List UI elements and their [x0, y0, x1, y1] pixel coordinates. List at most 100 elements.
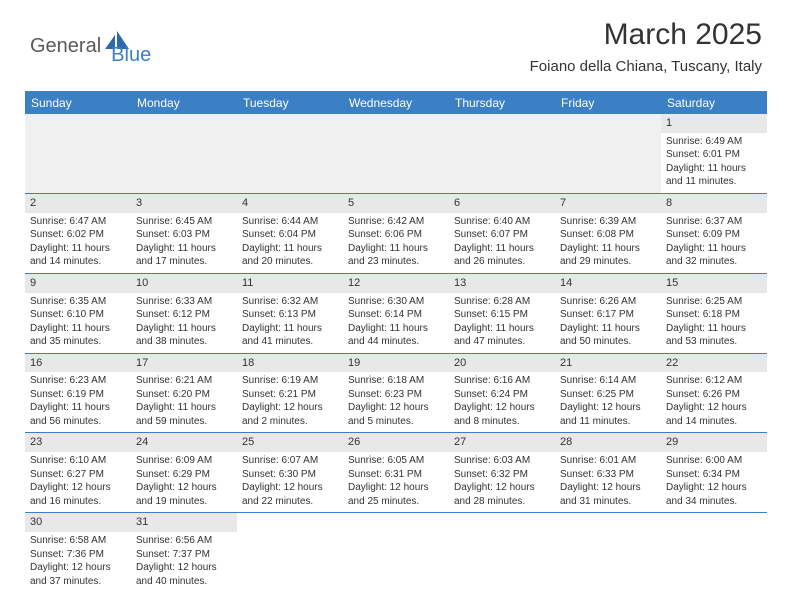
sunset-text: Sunset: 6:10 PM	[30, 308, 126, 322]
day-number: 18	[237, 354, 343, 373]
day-body: Sunrise: 6:14 AMSunset: 6:25 PMDaylight:…	[555, 372, 661, 432]
weekday-header: Saturday	[661, 92, 767, 114]
daylight-text: Daylight: 11 hours and 23 minutes.	[348, 242, 444, 269]
daylight-text: Daylight: 12 hours and 11 minutes.	[560, 401, 656, 428]
daylight-text: Daylight: 12 hours and 16 minutes.	[30, 481, 126, 508]
daylight-text: Daylight: 12 hours and 25 minutes.	[348, 481, 444, 508]
day-body: Sunrise: 6:07 AMSunset: 6:30 PMDaylight:…	[237, 452, 343, 512]
day-cell	[449, 513, 555, 592]
page-header: General Blue March 2025 Foiano della Chi…	[0, 0, 792, 81]
day-cell: 18Sunrise: 6:19 AMSunset: 6:21 PMDayligh…	[237, 354, 343, 433]
day-number: 13	[449, 274, 555, 293]
day-number: 8	[661, 194, 767, 213]
location-text: Foiano della Chiana, Tuscany, Italy	[530, 58, 762, 75]
day-body: Sunrise: 6:47 AMSunset: 6:02 PMDaylight:…	[25, 213, 131, 273]
day-body: Sunrise: 6:23 AMSunset: 6:19 PMDaylight:…	[25, 372, 131, 432]
day-cell	[25, 114, 131, 193]
daylight-text: Daylight: 11 hours and 17 minutes.	[136, 242, 232, 269]
day-cell	[555, 513, 661, 592]
day-body: Sunrise: 6:16 AMSunset: 6:24 PMDaylight:…	[449, 372, 555, 432]
day-cell: 5Sunrise: 6:42 AMSunset: 6:06 PMDaylight…	[343, 194, 449, 273]
title-block: March 2025 Foiano della Chiana, Tuscany,…	[530, 18, 762, 75]
day-cell: 19Sunrise: 6:18 AMSunset: 6:23 PMDayligh…	[343, 354, 449, 433]
day-cell: 20Sunrise: 6:16 AMSunset: 6:24 PMDayligh…	[449, 354, 555, 433]
sunset-text: Sunset: 6:17 PM	[560, 308, 656, 322]
day-cell	[237, 114, 343, 193]
daylight-text: Daylight: 12 hours and 31 minutes.	[560, 481, 656, 508]
day-number: 3	[131, 194, 237, 213]
logo: General Blue	[30, 18, 151, 67]
sunset-text: Sunset: 6:03 PM	[136, 228, 232, 242]
daylight-text: Daylight: 12 hours and 14 minutes.	[666, 401, 762, 428]
day-body: Sunrise: 6:32 AMSunset: 6:13 PMDaylight:…	[237, 293, 343, 353]
day-number: 6	[449, 194, 555, 213]
day-cell: 2Sunrise: 6:47 AMSunset: 6:02 PMDaylight…	[25, 194, 131, 273]
daylight-text: Daylight: 11 hours and 59 minutes.	[136, 401, 232, 428]
day-cell	[555, 114, 661, 193]
day-number: 22	[661, 354, 767, 373]
day-number: 16	[25, 354, 131, 373]
weekday-header: Tuesday	[237, 92, 343, 114]
day-cell: 25Sunrise: 6:07 AMSunset: 6:30 PMDayligh…	[237, 433, 343, 512]
sunset-text: Sunset: 6:24 PM	[454, 388, 550, 402]
sunrise-text: Sunrise: 6:35 AM	[30, 295, 126, 309]
day-body: Sunrise: 6:18 AMSunset: 6:23 PMDaylight:…	[343, 372, 449, 432]
day-cell: 4Sunrise: 6:44 AMSunset: 6:04 PMDaylight…	[237, 194, 343, 273]
month-title: March 2025	[530, 18, 762, 52]
day-cell	[661, 513, 767, 592]
sunset-text: Sunset: 6:23 PM	[348, 388, 444, 402]
daylight-text: Daylight: 11 hours and 14 minutes.	[30, 242, 126, 269]
daylight-text: Daylight: 12 hours and 5 minutes.	[348, 401, 444, 428]
sunrise-text: Sunrise: 6:18 AM	[348, 374, 444, 388]
day-number: 9	[25, 274, 131, 293]
sunrise-text: Sunrise: 6:21 AM	[136, 374, 232, 388]
weekday-header: Monday	[131, 92, 237, 114]
day-number: 28	[555, 433, 661, 452]
daylight-text: Daylight: 11 hours and 35 minutes.	[30, 322, 126, 349]
sunset-text: Sunset: 6:30 PM	[242, 468, 338, 482]
day-cell: 12Sunrise: 6:30 AMSunset: 6:14 PMDayligh…	[343, 274, 449, 353]
day-cell: 23Sunrise: 6:10 AMSunset: 6:27 PMDayligh…	[25, 433, 131, 512]
sunrise-text: Sunrise: 6:37 AM	[666, 215, 762, 229]
sunset-text: Sunset: 6:02 PM	[30, 228, 126, 242]
sunrise-text: Sunrise: 6:32 AM	[242, 295, 338, 309]
sunset-text: Sunset: 6:19 PM	[30, 388, 126, 402]
day-number: 2	[25, 194, 131, 213]
day-cell: 21Sunrise: 6:14 AMSunset: 6:25 PMDayligh…	[555, 354, 661, 433]
day-cell: 26Sunrise: 6:05 AMSunset: 6:31 PMDayligh…	[343, 433, 449, 512]
day-cell: 17Sunrise: 6:21 AMSunset: 6:20 PMDayligh…	[131, 354, 237, 433]
logo-text-blue: Blue	[111, 44, 151, 67]
day-body: Sunrise: 6:49 AMSunset: 6:01 PMDaylight:…	[661, 133, 767, 193]
daylight-text: Daylight: 12 hours and 40 minutes.	[136, 561, 232, 588]
day-body: Sunrise: 6:40 AMSunset: 6:07 PMDaylight:…	[449, 213, 555, 273]
week-row: 23Sunrise: 6:10 AMSunset: 6:27 PMDayligh…	[25, 433, 767, 513]
sunrise-text: Sunrise: 6:00 AM	[666, 454, 762, 468]
day-number: 21	[555, 354, 661, 373]
daylight-text: Daylight: 12 hours and 8 minutes.	[454, 401, 550, 428]
day-body: Sunrise: 6:19 AMSunset: 6:21 PMDaylight:…	[237, 372, 343, 432]
weekday-header: Wednesday	[343, 92, 449, 114]
day-body: Sunrise: 6:44 AMSunset: 6:04 PMDaylight:…	[237, 213, 343, 273]
sunrise-text: Sunrise: 6:10 AM	[30, 454, 126, 468]
sunset-text: Sunset: 6:27 PM	[30, 468, 126, 482]
day-cell: 27Sunrise: 6:03 AMSunset: 6:32 PMDayligh…	[449, 433, 555, 512]
day-cell	[131, 114, 237, 193]
day-cell: 13Sunrise: 6:28 AMSunset: 6:15 PMDayligh…	[449, 274, 555, 353]
day-cell: 8Sunrise: 6:37 AMSunset: 6:09 PMDaylight…	[661, 194, 767, 273]
day-body: Sunrise: 6:28 AMSunset: 6:15 PMDaylight:…	[449, 293, 555, 353]
day-cell: 15Sunrise: 6:25 AMSunset: 6:18 PMDayligh…	[661, 274, 767, 353]
sunrise-text: Sunrise: 6:03 AM	[454, 454, 550, 468]
day-cell: 6Sunrise: 6:40 AMSunset: 6:07 PMDaylight…	[449, 194, 555, 273]
day-cell: 16Sunrise: 6:23 AMSunset: 6:19 PMDayligh…	[25, 354, 131, 433]
week-row: 9Sunrise: 6:35 AMSunset: 6:10 PMDaylight…	[25, 274, 767, 354]
weekday-header: Thursday	[449, 92, 555, 114]
sunrise-text: Sunrise: 6:42 AM	[348, 215, 444, 229]
day-number: 29	[661, 433, 767, 452]
daylight-text: Daylight: 12 hours and 19 minutes.	[136, 481, 232, 508]
day-number: 17	[131, 354, 237, 373]
sunrise-text: Sunrise: 6:58 AM	[30, 534, 126, 548]
daylight-text: Daylight: 11 hours and 44 minutes.	[348, 322, 444, 349]
sunset-text: Sunset: 6:01 PM	[666, 148, 762, 162]
day-cell: 11Sunrise: 6:32 AMSunset: 6:13 PMDayligh…	[237, 274, 343, 353]
sunset-text: Sunset: 6:04 PM	[242, 228, 338, 242]
